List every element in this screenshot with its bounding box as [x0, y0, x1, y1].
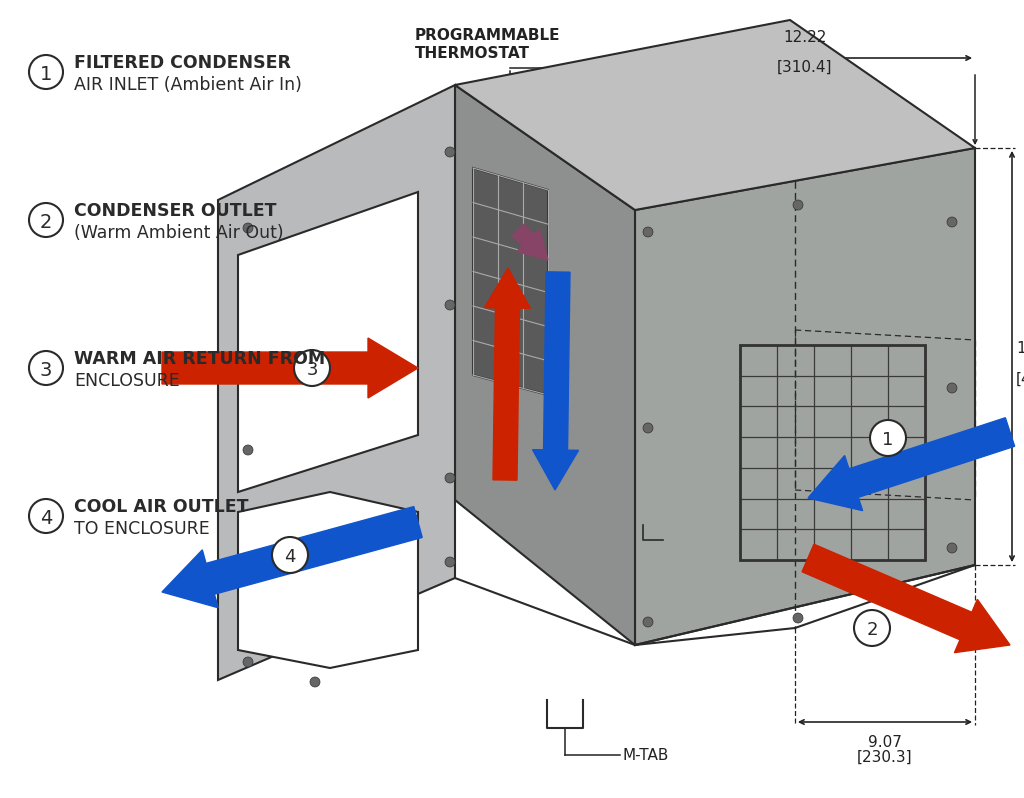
Circle shape: [854, 610, 890, 646]
Circle shape: [643, 227, 653, 237]
Circle shape: [947, 383, 957, 393]
Text: FILTERED CONDENSER: FILTERED CONDENSER: [74, 54, 291, 72]
Text: (Warm Ambient Air Out): (Warm Ambient Air Out): [74, 224, 284, 242]
Text: ENCLOSURE: ENCLOSURE: [74, 372, 180, 390]
Text: WARM AIR RETURN FROM: WARM AIR RETURN FROM: [74, 350, 326, 368]
Text: 4: 4: [40, 509, 52, 528]
Polygon shape: [512, 224, 548, 260]
Text: 12.22: 12.22: [783, 30, 826, 45]
Text: 4: 4: [285, 548, 296, 566]
Circle shape: [947, 543, 957, 553]
Circle shape: [445, 473, 455, 483]
Polygon shape: [473, 168, 548, 395]
Circle shape: [29, 203, 63, 237]
Circle shape: [272, 537, 308, 573]
Text: 17.51: 17.51: [1016, 341, 1024, 356]
Text: TO ENCLOSURE: TO ENCLOSURE: [74, 520, 210, 538]
Text: [444.6]: [444.6]: [1016, 372, 1024, 387]
Circle shape: [793, 613, 803, 623]
Text: COOL AIR OUTLET: COOL AIR OUTLET: [74, 498, 249, 516]
Polygon shape: [808, 417, 1015, 511]
Circle shape: [29, 351, 63, 385]
Polygon shape: [532, 272, 579, 490]
Circle shape: [947, 217, 957, 227]
Circle shape: [445, 300, 455, 310]
Text: CONDENSER OUTLET: CONDENSER OUTLET: [74, 202, 276, 220]
Text: [230.3]: [230.3]: [857, 750, 912, 765]
Circle shape: [29, 499, 63, 533]
Text: 3: 3: [306, 361, 317, 379]
Polygon shape: [455, 85, 635, 645]
Circle shape: [29, 55, 63, 89]
Polygon shape: [162, 338, 418, 398]
Polygon shape: [455, 20, 975, 210]
Circle shape: [243, 223, 253, 233]
Polygon shape: [635, 148, 975, 645]
Circle shape: [643, 423, 653, 433]
Text: 1: 1: [40, 65, 52, 85]
Polygon shape: [218, 85, 455, 680]
Circle shape: [445, 147, 455, 157]
Text: 2: 2: [40, 214, 52, 232]
Polygon shape: [802, 544, 1010, 653]
Text: 9.07: 9.07: [868, 735, 902, 750]
Text: AIR INLET (Ambient Air In): AIR INLET (Ambient Air In): [74, 76, 302, 94]
Polygon shape: [162, 507, 422, 608]
Circle shape: [294, 350, 330, 386]
Text: 2: 2: [866, 621, 878, 639]
Circle shape: [310, 677, 319, 687]
Text: THERMOSTAT: THERMOSTAT: [415, 46, 530, 61]
Circle shape: [445, 557, 455, 567]
Polygon shape: [238, 492, 418, 668]
Polygon shape: [238, 192, 418, 492]
Polygon shape: [484, 268, 530, 480]
Circle shape: [870, 420, 906, 456]
Circle shape: [243, 445, 253, 455]
Circle shape: [243, 657, 253, 667]
Text: 3: 3: [40, 361, 52, 381]
Text: M-TAB: M-TAB: [622, 748, 669, 763]
Text: [310.4]: [310.4]: [777, 60, 833, 75]
Circle shape: [793, 200, 803, 210]
Text: 1: 1: [883, 431, 894, 449]
Text: PROGRAMMABLE: PROGRAMMABLE: [415, 28, 560, 43]
Circle shape: [643, 617, 653, 627]
